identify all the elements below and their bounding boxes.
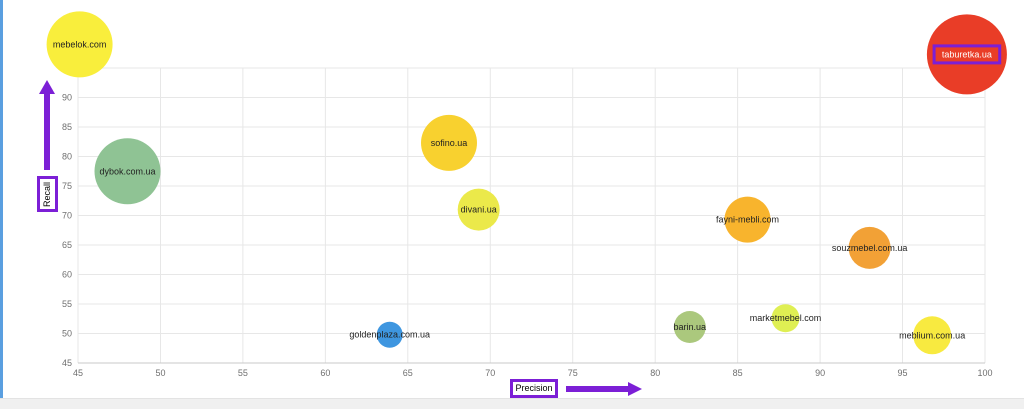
bubble-label: divani.ua (461, 205, 497, 215)
x-tick-label: 95 (897, 368, 907, 378)
x-tick-label: 60 (320, 368, 330, 378)
y-tick-label: 70 (62, 211, 72, 221)
bubble-label: taburetka.ua (942, 49, 992, 59)
bubble-marketmebel.com[interactable] (771, 304, 800, 333)
x-tick-label: 50 (155, 368, 165, 378)
bubble-label: mebelok.com (53, 39, 107, 49)
y-axis-label-text: Recall (42, 181, 53, 207)
y-axis-label: Recall (37, 176, 58, 212)
x-tick-label: 90 (815, 368, 825, 378)
bubble-label: dybok.com.ua (99, 166, 155, 176)
precision-arrow-icon (566, 386, 628, 392)
precision-arrowhead-icon (628, 382, 642, 396)
y-tick-label: 65 (62, 240, 72, 250)
recall-arrow-icon (44, 93, 50, 170)
y-tick-label: 45 (62, 358, 72, 368)
x-tick-label: 75 (568, 368, 578, 378)
bubble-divani.ua[interactable] (457, 188, 500, 231)
bubble-meblium.com.ua[interactable] (913, 316, 952, 355)
bubble-barin.ua[interactable] (673, 311, 706, 343)
bubble-taburetka.ua[interactable] (926, 14, 1007, 95)
bubble-label: sofino.ua (431, 138, 468, 148)
y-tick-label: 80 (62, 152, 72, 162)
bubble-fayni-mebli.com[interactable] (724, 196, 771, 243)
highlight-box (932, 44, 1002, 65)
x-tick-label: 55 (238, 368, 248, 378)
bubble-mebelok.com[interactable] (46, 11, 113, 78)
y-tick-label: 50 (62, 329, 72, 339)
bubble-label: meblium.com.ua (899, 330, 965, 340)
bubble-label: fayni-mebli.com (716, 215, 779, 225)
x-tick-label: 65 (403, 368, 413, 378)
x-tick-label: 85 (733, 368, 743, 378)
x-tick-label: 70 (485, 368, 495, 378)
bubble-sofino.ua[interactable] (421, 114, 477, 171)
y-tick-label: 55 (62, 299, 72, 309)
x-tick-label: 80 (650, 368, 660, 378)
bubble-label: barin.ua (674, 322, 707, 332)
x-axis-label: Precision (510, 379, 558, 398)
y-tick-label: 60 (62, 270, 72, 280)
bubble-label: souzmebel.com.ua (832, 243, 908, 253)
recall-arrowhead-icon (39, 80, 55, 94)
bubble-goldenplaza.com.ua[interactable] (376, 321, 403, 348)
bubble-label: goldenplaza.com.ua (349, 330, 430, 340)
left-edge-accent (0, 0, 3, 409)
y-tick-label: 75 (62, 181, 72, 191)
x-tick-label: 45 (73, 368, 83, 378)
x-axis-label-text: Precision (515, 383, 553, 393)
bubble-souzmebel.com.ua[interactable] (848, 226, 891, 269)
y-tick-label: 85 (62, 122, 72, 132)
bubble-label: marketmebel.com (750, 313, 822, 323)
y-tick-label: 90 (62, 93, 72, 103)
bubble-dybok.com.ua[interactable] (94, 138, 161, 205)
x-tick-label: 100 (977, 368, 992, 378)
precision-recall-bubble-chart: 45 50 55 60 65 70 75 80 85 90 95 100 45 50 55 60 65 70 75 8… (46, 11, 1007, 378)
horizontal-scrollbar[interactable] (0, 398, 1024, 409)
